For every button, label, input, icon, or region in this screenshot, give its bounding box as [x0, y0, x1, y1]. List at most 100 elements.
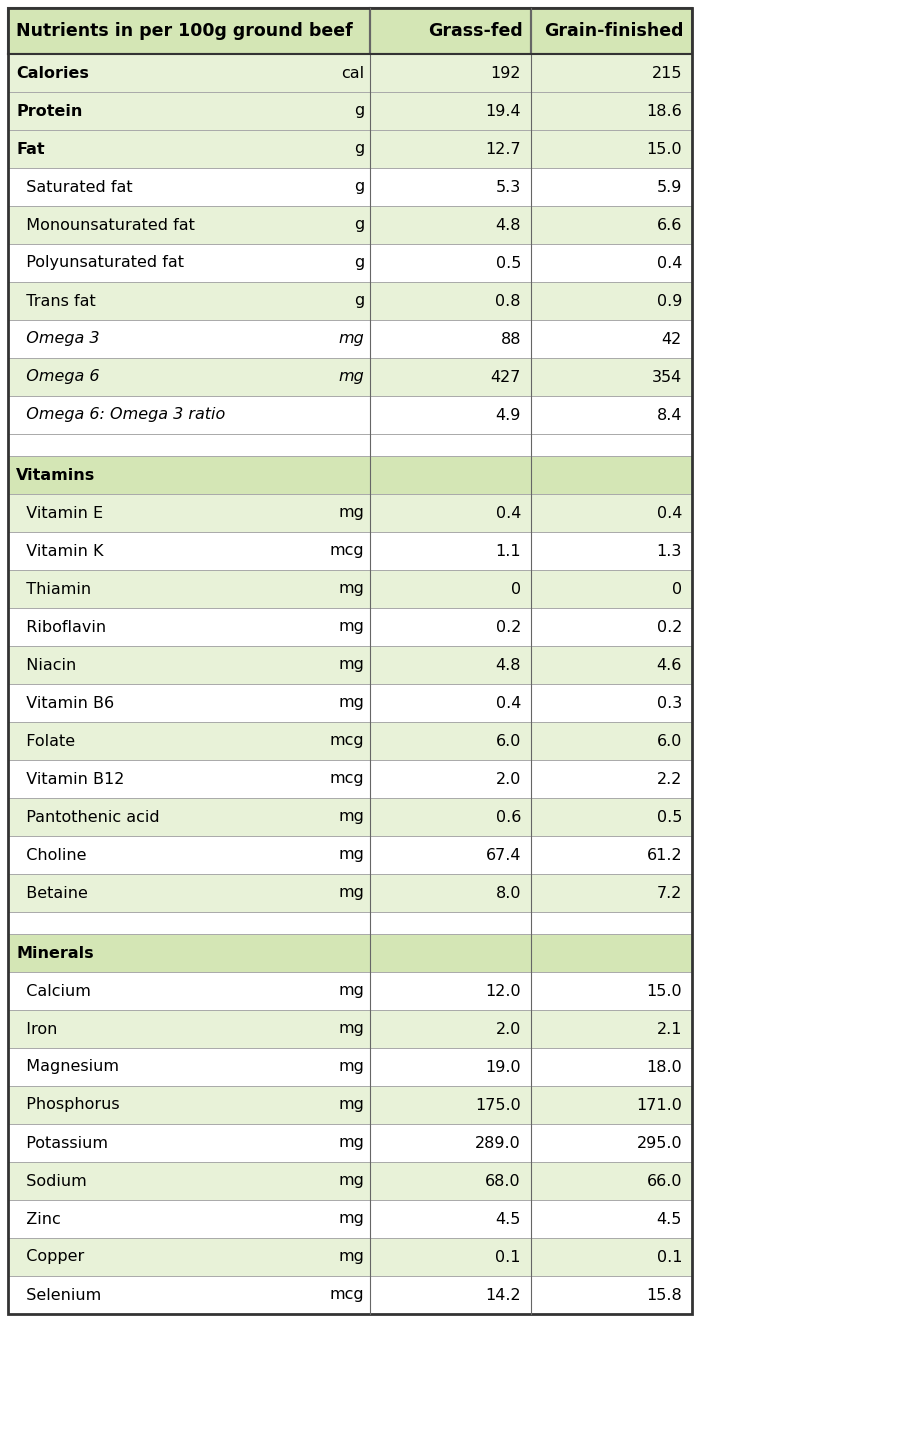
Bar	[370, 760, 531, 798]
Text: Omega 6: Omega 6	[16, 369, 100, 385]
Text: 66.0: 66.0	[646, 1173, 682, 1189]
Text: 0.6: 0.6	[496, 810, 521, 824]
Bar	[8, 358, 370, 396]
Text: Calcium: Calcium	[16, 984, 91, 998]
Text: mg: mg	[338, 1097, 364, 1113]
Text: mg: mg	[338, 1173, 364, 1189]
Bar	[8, 646, 370, 684]
Bar	[531, 281, 692, 320]
Text: mg: mg	[338, 619, 364, 635]
Text: 0.9: 0.9	[657, 293, 682, 309]
Bar	[370, 168, 531, 205]
Text: Pantothenic acid: Pantothenic acid	[16, 810, 159, 824]
Text: 5.3: 5.3	[496, 180, 521, 194]
Text: 2.1: 2.1	[656, 1021, 682, 1037]
Bar	[8, 396, 370, 434]
Text: 8.4: 8.4	[656, 408, 682, 422]
Text: Phosphorus: Phosphorus	[16, 1097, 120, 1113]
Text: 0.8: 0.8	[496, 293, 521, 309]
Bar	[370, 281, 531, 320]
Bar	[370, 205, 531, 244]
Text: Vitamin K: Vitamin K	[16, 543, 104, 559]
Text: g: g	[354, 256, 364, 270]
Bar	[531, 396, 692, 434]
Bar	[8, 1010, 370, 1048]
Bar	[531, 570, 692, 607]
Bar	[531, 9, 692, 55]
Bar	[370, 320, 531, 358]
Text: mg: mg	[338, 505, 364, 520]
Bar	[370, 684, 531, 722]
Text: Choline: Choline	[16, 847, 86, 863]
Bar	[531, 131, 692, 168]
Bar	[370, 1200, 531, 1238]
Bar	[8, 9, 370, 55]
Text: mg: mg	[338, 886, 364, 900]
Bar	[8, 1048, 370, 1086]
Text: Niacin: Niacin	[16, 658, 76, 672]
Bar	[531, 320, 692, 358]
Text: Trans fat: Trans fat	[16, 293, 95, 309]
Text: 4.9: 4.9	[496, 408, 521, 422]
Bar	[370, 531, 531, 570]
Bar	[531, 972, 692, 1010]
Bar	[8, 494, 370, 531]
Text: Vitamin B12: Vitamin B12	[16, 771, 124, 787]
Text: Vitamin B6: Vitamin B6	[16, 695, 114, 711]
Text: mg: mg	[338, 582, 364, 596]
Text: Saturated fat: Saturated fat	[16, 180, 132, 194]
Bar	[370, 1086, 531, 1124]
Text: 1.1: 1.1	[495, 543, 521, 559]
Text: Fat: Fat	[16, 142, 45, 157]
Bar	[370, 131, 531, 168]
Text: Copper: Copper	[16, 1249, 85, 1265]
Bar	[370, 9, 531, 55]
Bar	[531, 244, 692, 281]
Text: 15.0: 15.0	[646, 142, 682, 157]
Text: 61.2: 61.2	[646, 847, 682, 863]
Bar	[531, 875, 692, 912]
Text: 2.0: 2.0	[496, 771, 521, 787]
Bar	[8, 434, 370, 457]
Bar	[531, 205, 692, 244]
Bar	[8, 1238, 370, 1277]
Bar	[370, 912, 531, 933]
Bar	[531, 912, 692, 933]
Bar	[370, 55, 531, 92]
Text: mg: mg	[338, 1060, 364, 1074]
Text: 0.3: 0.3	[657, 695, 682, 711]
Text: 2.2: 2.2	[657, 771, 682, 787]
Bar	[531, 646, 692, 684]
Text: Sodium: Sodium	[16, 1173, 86, 1189]
Text: Omega 6: Omega 3 ratio: Omega 6: Omega 3 ratio	[16, 408, 225, 422]
Bar	[370, 1277, 531, 1314]
Text: Protein: Protein	[16, 103, 83, 119]
Text: Grain-finished: Grain-finished	[544, 22, 684, 40]
Bar	[8, 244, 370, 281]
Text: Potassium: Potassium	[16, 1136, 108, 1150]
Text: mcg: mcg	[329, 734, 364, 748]
Bar	[8, 281, 370, 320]
Bar	[370, 1124, 531, 1162]
Bar	[531, 933, 692, 972]
Text: 6.0: 6.0	[657, 734, 682, 748]
Bar	[8, 1200, 370, 1238]
Text: 0.5: 0.5	[657, 810, 682, 824]
Text: g: g	[354, 293, 364, 309]
Text: 15.8: 15.8	[646, 1288, 682, 1302]
Text: 15.0: 15.0	[646, 984, 682, 998]
Text: 67.4: 67.4	[485, 847, 521, 863]
Bar	[8, 760, 370, 798]
Bar	[531, 92, 692, 131]
Text: Polyunsaturated fat: Polyunsaturated fat	[16, 256, 184, 270]
Text: mg: mg	[338, 1249, 364, 1265]
Bar	[531, 684, 692, 722]
Bar	[370, 457, 531, 494]
Text: Monounsaturated fat: Monounsaturated fat	[16, 217, 195, 233]
Text: mcg: mcg	[329, 771, 364, 787]
Bar	[8, 722, 370, 760]
Text: 0.5: 0.5	[496, 256, 521, 270]
Bar	[8, 1162, 370, 1200]
Bar	[370, 244, 531, 281]
Text: 2.0: 2.0	[496, 1021, 521, 1037]
